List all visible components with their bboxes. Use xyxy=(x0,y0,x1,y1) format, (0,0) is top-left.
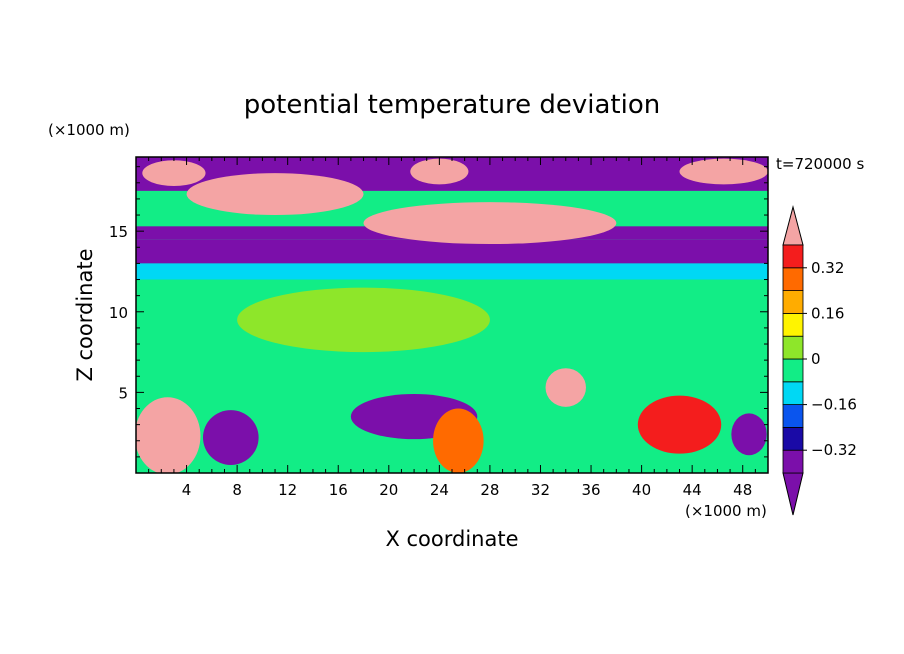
y-axis-ticks: 5 10 15 xyxy=(109,166,768,458)
field-band xyxy=(136,263,768,280)
x-tick-label: 4 xyxy=(182,481,192,499)
colorbar-segment xyxy=(782,335,804,360)
colorbar-segment xyxy=(782,290,804,314)
field-blob xyxy=(433,408,484,473)
colorbar-segment xyxy=(782,449,804,474)
x-tick-label: 36 xyxy=(581,481,600,499)
chart-title: potential temperature deviation xyxy=(244,90,660,120)
field-blob xyxy=(363,202,617,245)
field-blob xyxy=(202,410,259,465)
y-tick-label: 10 xyxy=(109,304,128,322)
x-tick-label: 12 xyxy=(278,481,297,499)
y-unit-label: (×1000 m) xyxy=(48,121,130,139)
colorbar-segment xyxy=(782,312,804,337)
colorbar-segment xyxy=(782,267,804,291)
colorbar-tick-label: −0.16 xyxy=(811,396,857,414)
field-blob xyxy=(142,160,206,187)
field-blob xyxy=(679,158,768,185)
colorbar: 0.32 0.16 0 −0.16 −0.32 xyxy=(782,205,857,516)
y-tick-label: 5 xyxy=(118,384,128,402)
field-blob xyxy=(186,173,364,216)
colorbar-segment xyxy=(782,426,804,451)
colorbar-segment xyxy=(782,381,804,405)
x-tick-label: 40 xyxy=(632,481,651,499)
x-unit-label: (×1000 m) xyxy=(685,502,767,520)
field-blob xyxy=(136,397,201,473)
colorbar-segment xyxy=(782,404,804,428)
x-tick-label: 8 xyxy=(232,481,242,499)
colorbar-segment xyxy=(782,244,804,269)
colorbar-tick-label: 0.16 xyxy=(811,304,844,322)
y-axis-label: Z coordinate xyxy=(73,248,97,381)
colorbar-over-triangle xyxy=(782,205,804,246)
field-blob xyxy=(637,395,722,454)
x-tick-label: 24 xyxy=(430,481,449,499)
x-tick-label: 28 xyxy=(480,481,499,499)
x-tick-label: 16 xyxy=(329,481,348,499)
x-tick-label: 32 xyxy=(531,481,550,499)
x-tick-label: 44 xyxy=(683,481,702,499)
field-band xyxy=(136,239,768,264)
x-axis-ticks: 4 8 12 16 20 24 28 32 36 40 44 48 xyxy=(148,157,756,499)
colorbar-segment xyxy=(782,358,804,383)
plot-area xyxy=(136,157,768,473)
time-label: t=720000 s xyxy=(776,155,864,173)
colorbar-tick-label: 0.32 xyxy=(811,259,844,277)
colorbar-tick-label: −0.32 xyxy=(811,441,857,459)
x-tick-label: 20 xyxy=(379,481,398,499)
colorbar-under-triangle xyxy=(782,472,804,516)
field-blob xyxy=(731,413,767,456)
field-blob xyxy=(545,368,586,407)
field-blob xyxy=(237,287,490,353)
x-tick-label: 48 xyxy=(733,481,752,499)
x-axis-label: X coordinate xyxy=(385,527,518,551)
field-blob xyxy=(410,158,469,185)
y-tick-label: 15 xyxy=(109,223,128,241)
colorbar-tick-label: 0 xyxy=(811,350,821,368)
